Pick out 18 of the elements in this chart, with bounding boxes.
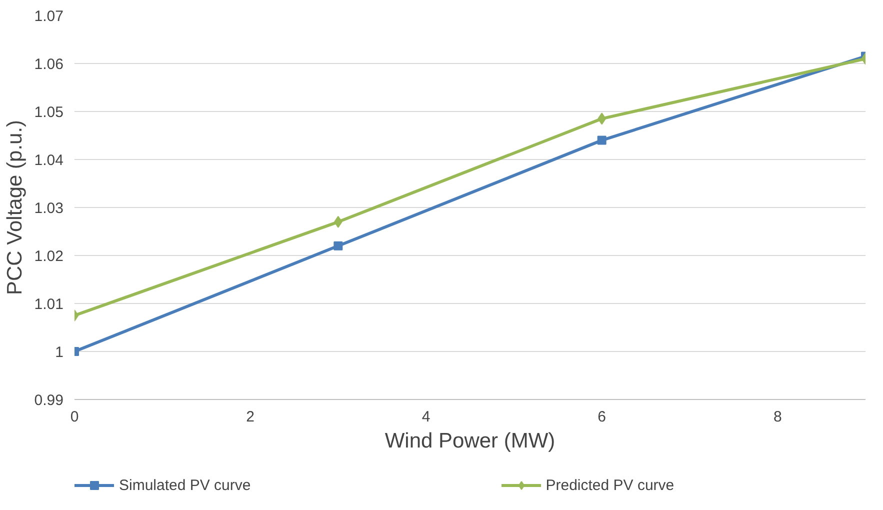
y-axis-title: PCC Voltage (p.u.) <box>3 120 26 296</box>
y-tick-label: 1 <box>55 344 64 361</box>
x-tick-label: 0 <box>70 408 79 426</box>
y-tick-label: 1.05 <box>34 104 64 121</box>
y-tick-label: 1.07 <box>34 8 64 25</box>
y-tick-label: 0.99 <box>34 392 64 409</box>
x-axis-title: Wind Power (MW) <box>384 430 556 452</box>
x-tick-label: 2 <box>246 408 254 426</box>
legend-label: Simulated PV curve <box>119 476 251 494</box>
y-tick-label: 1.01 <box>34 296 64 313</box>
y-tick-label: 1.06 <box>34 56 64 73</box>
y-tick-label: 1.02 <box>34 248 64 265</box>
x-tick-label: 4 <box>422 408 430 426</box>
y-tick-label: 1.04 <box>34 152 64 169</box>
x-tick-label: 6 <box>598 408 606 426</box>
x-tick-label: 8 <box>773 408 782 426</box>
legend-label: Predicted PV curve <box>546 476 674 494</box>
y-tick-label: 1.03 <box>34 200 64 217</box>
